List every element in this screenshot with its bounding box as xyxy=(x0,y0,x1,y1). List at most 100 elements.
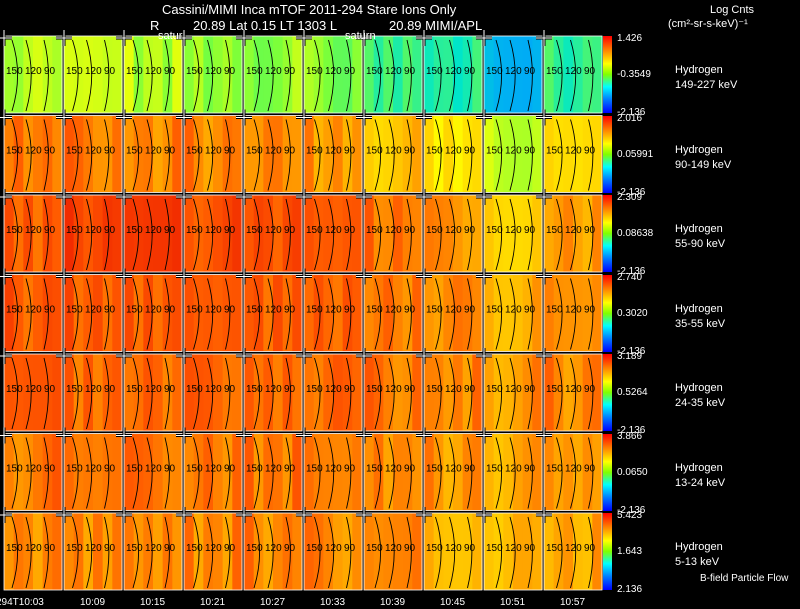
contour-label: 120 xyxy=(205,464,222,475)
heat-cell xyxy=(582,433,593,511)
heat-cell xyxy=(412,115,423,193)
heat-cell xyxy=(292,274,303,352)
heat-cell xyxy=(522,513,533,590)
contour-line xyxy=(314,278,321,350)
contour-line xyxy=(556,39,563,112)
heat-cell xyxy=(304,36,315,113)
heat-cell xyxy=(323,36,334,113)
contour-label: 90 xyxy=(284,66,296,77)
energy-label: 35-55 keV xyxy=(675,317,726,330)
contour-label: 90 xyxy=(404,146,416,157)
heat-cell xyxy=(532,274,543,352)
heat-cell xyxy=(592,274,603,352)
contour-label: 150 xyxy=(486,384,503,395)
panel-border xyxy=(63,433,123,511)
panel-border xyxy=(183,353,243,432)
heat-cell xyxy=(342,274,353,352)
contour-label: 150 xyxy=(6,225,23,236)
contour-line xyxy=(509,516,516,589)
heat-cell xyxy=(553,36,564,113)
contour-label: 150 xyxy=(186,305,203,316)
contour-line xyxy=(104,516,110,589)
heat-cell xyxy=(553,513,564,590)
panel-border xyxy=(363,433,423,511)
heat-cell xyxy=(4,433,15,511)
heat-cell xyxy=(364,354,375,431)
heat-cell xyxy=(273,513,284,590)
heat-cell xyxy=(393,513,404,590)
heat-cell xyxy=(52,195,63,272)
contour-line xyxy=(11,437,18,509)
contour-line xyxy=(570,278,577,350)
heat-cell xyxy=(513,195,524,272)
energy-label: 149-227 keV xyxy=(675,79,738,91)
contour-line xyxy=(388,119,395,191)
panel-border xyxy=(543,512,603,591)
contour-line xyxy=(253,437,260,509)
colorbar-max: 1.426 xyxy=(617,33,643,44)
contour-line xyxy=(314,119,321,191)
contour-label: 150 xyxy=(126,305,143,316)
colorbar-max: 2.740 xyxy=(617,271,643,283)
contour-line xyxy=(267,39,274,112)
heat-cell xyxy=(232,115,243,193)
heat-cell xyxy=(402,274,413,352)
heat-cell xyxy=(453,274,464,352)
contour-line xyxy=(588,516,594,589)
contour-line xyxy=(11,39,18,112)
contour-label: 150 xyxy=(6,464,23,475)
contour-label: 120 xyxy=(205,543,222,554)
contour-line xyxy=(314,516,321,589)
heat-cell xyxy=(203,433,214,511)
heat-cell xyxy=(172,115,183,193)
contour-line xyxy=(43,119,49,191)
heat-cell xyxy=(203,36,214,113)
contour-label: 150 xyxy=(126,543,143,554)
energy-label: 13-24 keV xyxy=(675,476,726,489)
contour-label: 90 xyxy=(584,225,596,236)
heat-cell xyxy=(563,195,574,272)
heat-cell xyxy=(462,36,473,113)
contour-label: 150 xyxy=(426,464,443,475)
contour-line xyxy=(25,357,32,430)
heat-cell xyxy=(184,36,195,113)
heat-cell xyxy=(184,274,195,352)
heat-cell xyxy=(42,115,53,193)
contour-line xyxy=(374,278,381,350)
contour-label: 150 xyxy=(426,543,443,554)
heat-cell xyxy=(333,195,344,272)
heat-cell xyxy=(13,195,24,272)
contour-line xyxy=(328,516,335,589)
contour-label: 120 xyxy=(565,146,582,157)
contour-line xyxy=(527,357,533,430)
contour-label: 90 xyxy=(284,384,296,395)
contour-line xyxy=(72,39,79,112)
heat-cell xyxy=(153,513,164,590)
heat-cell xyxy=(402,513,413,590)
heat-cell xyxy=(73,513,84,590)
contour-line xyxy=(467,39,473,112)
chart-title: Cassini/MIMI Inca mTOF 2011-294 Stare Io… xyxy=(162,2,457,17)
heat-cell xyxy=(563,274,574,352)
heat-cell xyxy=(112,274,123,352)
contour-label: 120 xyxy=(85,384,102,395)
heat-cell xyxy=(493,36,504,113)
heat-cell xyxy=(472,274,483,352)
heat-cell xyxy=(493,354,504,431)
contour-line xyxy=(435,357,442,430)
contour-label: 150 xyxy=(306,464,323,475)
panel-border xyxy=(243,353,303,432)
panel-border xyxy=(3,35,63,114)
heat-cell xyxy=(573,513,584,590)
contour-label: 150 xyxy=(126,464,143,475)
contour-label: 120 xyxy=(505,464,522,475)
heat-cell xyxy=(143,195,154,272)
contour-label: 90 xyxy=(584,146,596,157)
heat-cell xyxy=(342,115,353,193)
contour-label: 90 xyxy=(284,225,296,236)
contour-line xyxy=(207,357,214,430)
heat-cell xyxy=(184,433,195,511)
panel-border xyxy=(483,35,543,114)
heat-cell xyxy=(83,115,94,193)
heat-cell xyxy=(393,36,404,113)
